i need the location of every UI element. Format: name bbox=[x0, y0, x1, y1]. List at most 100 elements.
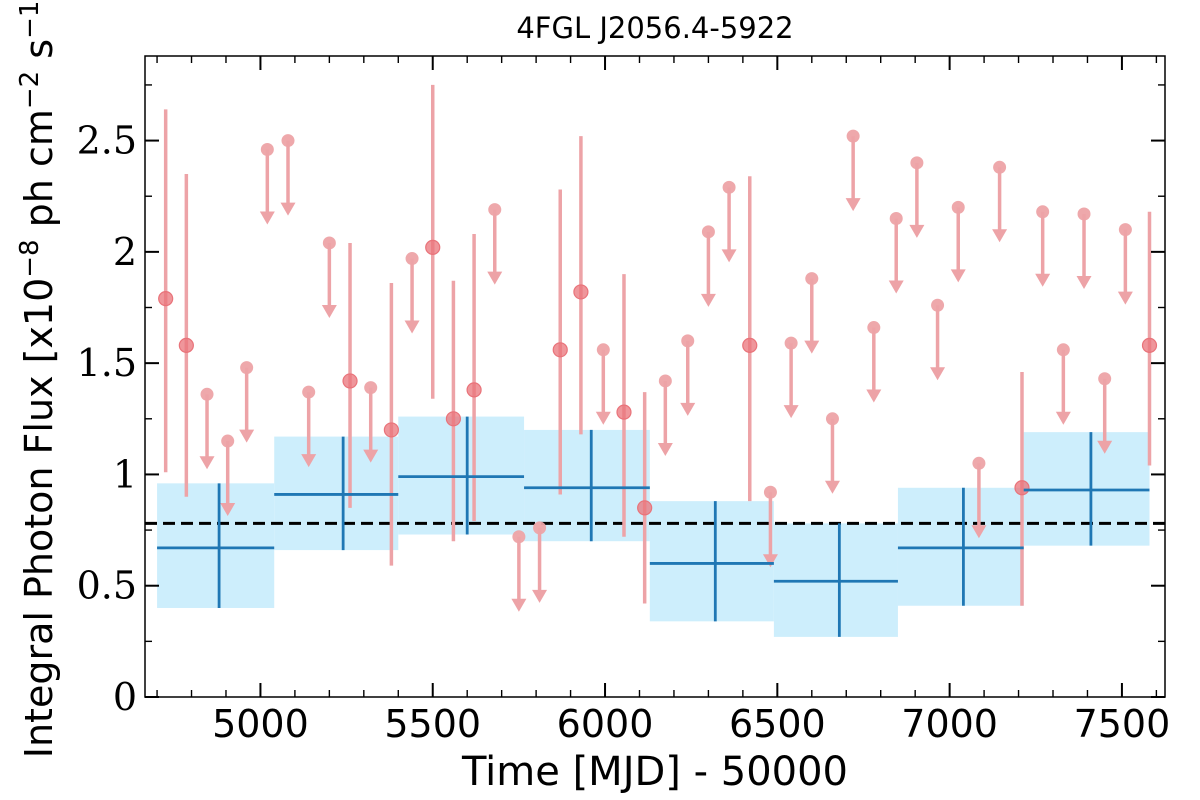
upper-limit-point bbox=[1118, 223, 1132, 237]
monthly-data-point bbox=[158, 291, 174, 307]
upper-limit-arrow-head bbox=[301, 454, 317, 468]
monthly-data-point bbox=[637, 500, 653, 516]
x-tick-label: 6000 bbox=[557, 702, 654, 746]
x-tick-label: 7000 bbox=[901, 702, 998, 746]
upper-limit-point bbox=[867, 321, 881, 335]
y-axis-label-part: ] bbox=[17, 0, 61, 1]
upper-limit-point bbox=[722, 180, 736, 194]
upper-limit-arrow-head bbox=[804, 340, 820, 354]
upper-limit-point bbox=[658, 374, 672, 388]
upper-limit-arrow-head bbox=[1097, 440, 1113, 454]
upper-limit-arrow-head bbox=[992, 229, 1008, 243]
monthly-data-point bbox=[445, 411, 462, 427]
upper-limit-arrow-head bbox=[321, 304, 337, 318]
chart-title: 4FGL J2056.4-5922 bbox=[516, 11, 793, 45]
upper-limit-point bbox=[846, 129, 860, 143]
y-axis-label-exponent: −2 bbox=[15, 71, 45, 109]
upper-limit-point bbox=[993, 160, 1007, 174]
upper-limit-arrow-head bbox=[721, 249, 737, 263]
plot-frame bbox=[144, 55, 1166, 698]
upper-limit-point bbox=[784, 336, 798, 350]
upper-limit-arrow-head bbox=[280, 202, 296, 216]
y-axis-label-part: ph cm bbox=[17, 109, 61, 239]
upper-limit-point bbox=[533, 521, 547, 535]
upper-limit-arrow-head bbox=[950, 269, 966, 283]
y-axis-label-exponent: −8 bbox=[15, 239, 45, 277]
upper-limit-point bbox=[596, 343, 610, 357]
upper-limit-point bbox=[805, 272, 819, 286]
x-tick-label: 6500 bbox=[729, 702, 826, 746]
upper-limit-arrow-head bbox=[888, 280, 904, 294]
upper-limit-point bbox=[322, 236, 336, 250]
upper-limit-arrow-head bbox=[909, 224, 925, 238]
x-tick-label: 7500 bbox=[1074, 702, 1171, 746]
monthly-data-point bbox=[342, 373, 358, 389]
upper-limit-arrow-head bbox=[1117, 291, 1133, 305]
binned-error-band bbox=[649, 501, 774, 622]
monthly-data-point bbox=[1141, 337, 1158, 353]
x-tick-label: 5500 bbox=[384, 702, 481, 746]
upper-limit-arrow-head bbox=[783, 405, 799, 419]
monthly-data-point bbox=[616, 404, 632, 420]
upper-limit-arrow-head bbox=[220, 503, 236, 517]
x-axis-label: Time [MJD] - 50000 bbox=[461, 749, 848, 795]
monthly-data-point bbox=[573, 284, 589, 300]
upper-limit-point bbox=[972, 456, 986, 470]
monthly-data-point bbox=[178, 337, 194, 353]
y-axis-label-part: Integral Photon Flux [x10 bbox=[17, 278, 61, 759]
upper-limit-arrow-head bbox=[532, 589, 548, 603]
y-axis-label: Integral Photon Flux [x10−8 ph cm−2 s−1] bbox=[15, 0, 61, 758]
upper-limit-arrow-head bbox=[595, 411, 611, 425]
upper-limit-arrow-head bbox=[680, 402, 696, 416]
upper-limit-point bbox=[1056, 343, 1070, 357]
upper-limit-arrow-head bbox=[930, 367, 946, 381]
monthly-data-point bbox=[1014, 480, 1030, 496]
monthly-data-point bbox=[425, 239, 441, 256]
upper-limit-point bbox=[200, 387, 214, 401]
y-tick-label: 2.5 bbox=[77, 119, 137, 163]
upper-limit-arrow-head bbox=[1035, 273, 1051, 287]
upper-limit-point bbox=[951, 200, 965, 214]
monthly-data-point bbox=[742, 337, 758, 353]
upper-limit-point bbox=[260, 142, 274, 156]
upper-limit-arrow-head bbox=[511, 598, 527, 612]
upper-limit-point bbox=[681, 334, 695, 348]
upper-limit-arrow-head bbox=[866, 389, 882, 403]
upper-limit-arrow-head bbox=[700, 293, 716, 307]
y-tick-label: 1.5 bbox=[77, 341, 137, 385]
upper-limit-point bbox=[763, 485, 777, 499]
upper-limit-point bbox=[240, 361, 254, 375]
upper-limit-point bbox=[281, 134, 295, 148]
upper-limit-point bbox=[1098, 372, 1112, 386]
upper-limit-point bbox=[1077, 207, 1091, 221]
upper-limit-point bbox=[910, 156, 924, 170]
upper-limit-point bbox=[364, 381, 378, 395]
upper-limit-arrow-head bbox=[199, 456, 215, 470]
upper-limit-arrow-head bbox=[845, 198, 861, 212]
upper-limit-point bbox=[889, 211, 903, 225]
monthly-data-point bbox=[383, 422, 399, 438]
upper-limit-arrow-head bbox=[762, 554, 778, 568]
upper-limit-point bbox=[512, 530, 526, 544]
x-tick-label: 5000 bbox=[212, 702, 309, 746]
upper-limit-arrow-head bbox=[971, 525, 987, 539]
upper-limit-arrow-head bbox=[487, 271, 503, 285]
binned-series-layer bbox=[157, 416, 1150, 637]
monthly-data-point bbox=[552, 342, 568, 358]
upper-limit-arrow-head bbox=[259, 211, 275, 225]
y-tick-label: 0.5 bbox=[77, 564, 137, 608]
upper-limit-arrow-head bbox=[404, 320, 420, 334]
monthly-data-point bbox=[466, 382, 482, 398]
binned-error-band bbox=[157, 483, 275, 608]
upper-limit-arrow-head bbox=[657, 442, 673, 456]
y-tick-label: 1 bbox=[113, 452, 137, 496]
axes-layer: 5000 5500 6000 6500 7000 7500 0 0.5 1 1.5 2 2.5 bbox=[77, 55, 1171, 746]
upper-limit-point bbox=[931, 298, 945, 312]
upper-limit-arrow-head bbox=[824, 480, 840, 494]
upper-limit-point bbox=[1036, 205, 1050, 219]
monthly-series-layer bbox=[158, 84, 1158, 612]
upper-limit-arrow-head bbox=[239, 429, 255, 443]
upper-limit-point bbox=[488, 203, 502, 217]
